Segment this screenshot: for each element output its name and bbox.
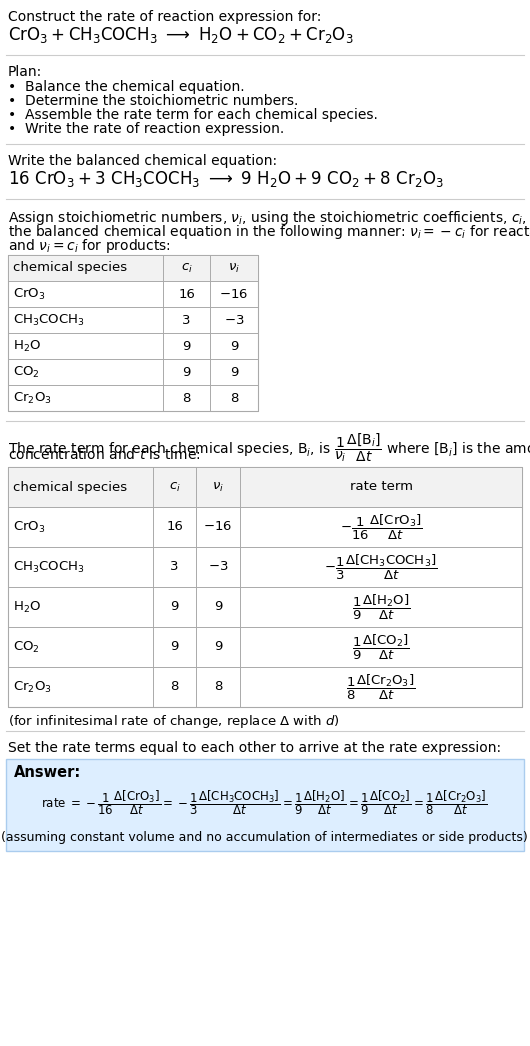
Text: 9: 9	[230, 340, 238, 353]
Text: $\dfrac{1}{8}\dfrac{\Delta[\mathrm{Cr_2O_3}]}{\Delta t}$: $\dfrac{1}{8}\dfrac{\Delta[\mathrm{Cr_2O…	[346, 673, 416, 702]
Text: $\dfrac{1}{9}\dfrac{\Delta[\mathrm{H_2O}]}{\Delta t}$: $\dfrac{1}{9}\dfrac{\Delta[\mathrm{H_2O}…	[352, 592, 410, 621]
Text: 8: 8	[214, 681, 222, 693]
Text: $c_i$: $c_i$	[169, 480, 180, 494]
Text: $\mathrm{16\ CrO_3 + 3\ CH_3COCH_3 \ \longrightarrow \ 9\ H_2O + 9\ CO_2 + 8\ Cr: $\mathrm{16\ CrO_3 + 3\ CH_3COCH_3 \ \lo…	[8, 169, 444, 189]
Text: rate $= -\dfrac{1}{16}\dfrac{\Delta[\mathrm{CrO_3}]}{\Delta t}= -\dfrac{1}{3}\df: rate $= -\dfrac{1}{16}\dfrac{\Delta[\mat…	[41, 789, 487, 817]
Text: $\mathrm{CO_2}$: $\mathrm{CO_2}$	[13, 364, 40, 380]
Bar	[8, 255, 258, 411]
Text: $\mathrm{CO_2}$: $\mathrm{CO_2}$	[13, 639, 40, 655]
Text: chemical species: chemical species	[13, 480, 127, 494]
Text: •  Balance the chemical equation.: • Balance the chemical equation.	[8, 79, 245, 94]
Text: $-\dfrac{1}{3}\dfrac{\Delta[\mathrm{CH_3COCH_3}]}{\Delta t}$: $-\dfrac{1}{3}\dfrac{\Delta[\mathrm{CH_3…	[324, 552, 438, 582]
Text: $\nu_i$: $\nu_i$	[212, 480, 224, 494]
Text: $\mathrm{CH_3COCH_3}$: $\mathrm{CH_3COCH_3}$	[13, 560, 85, 574]
Text: Assign stoichiometric numbers, $\nu_i$, using the stoichiometric coefficients, $: Assign stoichiometric numbers, $\nu_i$, …	[8, 209, 530, 227]
Text: 9: 9	[214, 600, 222, 614]
Text: •  Assemble the rate term for each chemical species.: • Assemble the rate term for each chemic…	[8, 108, 378, 122]
Text: $\mathrm{CrO_3 + CH_3COCH_3 \ \longrightarrow \ H_2O + CO_2 + Cr_2O_3}$: $\mathrm{CrO_3 + CH_3COCH_3 \ \longright…	[8, 25, 354, 45]
Text: 3: 3	[170, 561, 179, 573]
Text: chemical species: chemical species	[13, 262, 127, 274]
Text: 9: 9	[170, 600, 179, 614]
Text: 16: 16	[166, 521, 183, 533]
Text: (for infinitesimal rate of change, replace $\Delta$ with $d$): (for infinitesimal rate of change, repla…	[8, 713, 340, 730]
Text: Write the balanced chemical equation:: Write the balanced chemical equation:	[8, 154, 277, 168]
Text: and $\nu_i = c_i$ for products:: and $\nu_i = c_i$ for products:	[8, 237, 171, 255]
Text: $-16$: $-16$	[204, 521, 233, 533]
Text: $\mathrm{Cr_2O_3}$: $\mathrm{Cr_2O_3}$	[13, 390, 52, 406]
Text: (assuming constant volume and no accumulation of intermediates or side products): (assuming constant volume and no accumul…	[1, 831, 527, 844]
Text: Set the rate terms equal to each other to arrive at the rate expression:: Set the rate terms equal to each other t…	[8, 741, 501, 755]
Text: $c_i$: $c_i$	[181, 262, 192, 274]
Text: 16: 16	[178, 288, 195, 300]
Text: The rate term for each chemical species, B$_i$, is $\dfrac{1}{\nu_i}\dfrac{\Delt: The rate term for each chemical species,…	[8, 431, 530, 463]
Text: 8: 8	[230, 391, 238, 405]
Text: 8: 8	[170, 681, 179, 693]
Text: Construct the rate of reaction expression for:: Construct the rate of reaction expressio…	[8, 10, 321, 24]
Bar	[8, 467, 522, 507]
Text: $-\dfrac{1}{16}\dfrac{\Delta[\mathrm{CrO_3}]}{\Delta t}$: $-\dfrac{1}{16}\dfrac{\Delta[\mathrm{CrO…	[340, 513, 422, 542]
Text: $\mathrm{CrO_3}$: $\mathrm{CrO_3}$	[13, 520, 46, 535]
Text: $\mathrm{H_2O}$: $\mathrm{H_2O}$	[13, 339, 41, 354]
Text: 8: 8	[182, 391, 191, 405]
Text: 9: 9	[182, 365, 191, 379]
Text: Answer:: Answer:	[14, 765, 81, 780]
Text: $-3$: $-3$	[208, 561, 228, 573]
Bar	[8, 467, 522, 707]
Text: rate term: rate term	[349, 480, 412, 494]
Text: •  Determine the stoichiometric numbers.: • Determine the stoichiometric numbers.	[8, 94, 298, 108]
Text: 9: 9	[182, 340, 191, 353]
Text: $\nu_i$: $\nu_i$	[228, 262, 240, 274]
Text: $\mathrm{CrO_3}$: $\mathrm{CrO_3}$	[13, 287, 46, 301]
Text: $\mathrm{H_2O}$: $\mathrm{H_2O}$	[13, 599, 41, 615]
Text: concentration and $t$ is time:: concentration and $t$ is time:	[8, 447, 201, 462]
Text: 9: 9	[230, 365, 238, 379]
Text: Plan:: Plan:	[8, 65, 42, 79]
Text: $\mathrm{CH_3COCH_3}$: $\mathrm{CH_3COCH_3}$	[13, 313, 85, 327]
Text: $-$3: $-$3	[224, 314, 244, 326]
Text: 9: 9	[170, 640, 179, 654]
Text: 9: 9	[214, 640, 222, 654]
Text: $-$16: $-$16	[219, 288, 249, 300]
Bar	[8, 255, 258, 281]
Bar	[6, 759, 524, 851]
Text: $\mathrm{Cr_2O_3}$: $\mathrm{Cr_2O_3}$	[13, 680, 52, 695]
Text: the balanced chemical equation in the following manner: $\nu_i = -c_i$ for react: the balanced chemical equation in the fo…	[8, 223, 530, 241]
Text: 3: 3	[182, 314, 191, 326]
Text: $\dfrac{1}{9}\dfrac{\Delta[\mathrm{CO_2}]}{\Delta t}$: $\dfrac{1}{9}\dfrac{\Delta[\mathrm{CO_2}…	[352, 633, 410, 662]
Text: •  Write the rate of reaction expression.: • Write the rate of reaction expression.	[8, 122, 284, 136]
